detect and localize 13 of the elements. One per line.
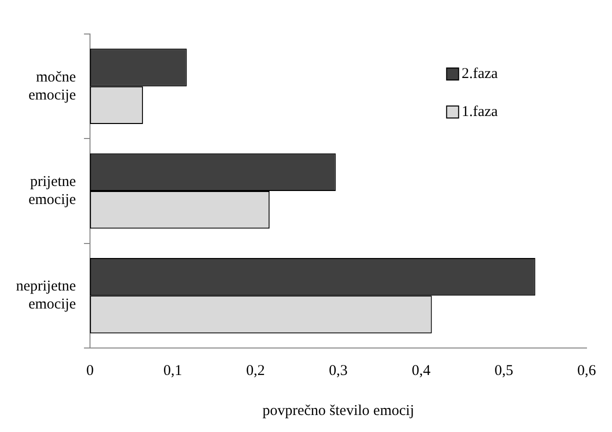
y-tick-label: neprijetne emocije <box>16 278 76 313</box>
x-axis-title: povprečno število emocij <box>262 402 414 419</box>
x-tick-label: 0,5 <box>494 362 514 379</box>
x-tick-label: 0,4 <box>412 362 431 379</box>
legend-label: 2.faza <box>462 66 498 82</box>
x-tick-label: 0,2 <box>246 362 265 379</box>
x-tick-label: 0,3 <box>328 362 348 379</box>
y-tick-label: prijetne emocije <box>28 174 76 208</box>
legend-label: 1.faza <box>462 104 498 120</box>
x-tick-label: 0,1 <box>163 362 182 379</box>
x-tick-label: 0,6 <box>577 362 596 379</box>
x-tick-label: 0 <box>86 362 94 379</box>
y-tick-label: močne emocije <box>28 69 76 104</box>
